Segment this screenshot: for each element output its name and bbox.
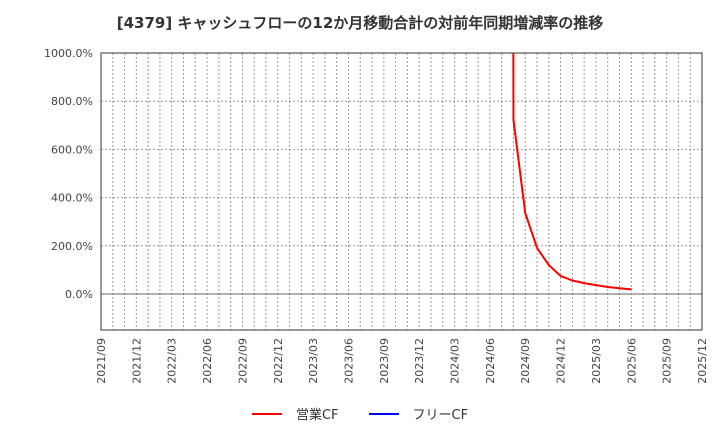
legend-item-operating-cf: 営業CF	[251, 404, 339, 423]
x-tick-label: 2022/06	[201, 338, 214, 384]
x-tick-label: 2024/09	[519, 338, 532, 384]
y-tick-label: 800.0%	[51, 95, 93, 108]
y-tick-label: 1000.0%	[44, 47, 93, 60]
legend: 営業CF フリーCF	[0, 404, 720, 423]
x-tick-label: 2023/09	[378, 338, 391, 384]
x-tick-label: 2025/09	[661, 338, 674, 384]
x-tick-label: 2023/06	[342, 338, 355, 384]
x-tick-label: 2025/06	[625, 338, 638, 384]
x-tick-label: 2025/12	[696, 338, 709, 384]
y-tick-label: 0.0%	[65, 288, 93, 301]
legend-label: フリーCF	[412, 408, 469, 423]
x-tick-label: 2021/09	[95, 338, 108, 384]
series-line	[512, 53, 632, 291]
legend-label: 営業CF	[295, 408, 339, 423]
x-tick-label: 2024/06	[484, 338, 497, 384]
x-tick-label: 2022/12	[272, 338, 285, 384]
x-axis: 2021/09 2021/12 2022/03 2022/06 2022/09 2022/…	[95, 338, 709, 384]
x-tick-label: 2025/03	[590, 338, 603, 384]
legend-swatch-blue	[368, 412, 399, 415]
y-axis: 0.0% 200.0% 400.0% 600.0% 800.0% 1000.0%	[44, 47, 93, 301]
x-tick-label: 2021/12	[130, 338, 143, 384]
y-tick-label: 600.0%	[51, 143, 93, 156]
grid-lines	[101, 53, 702, 330]
y-tick-label: 400.0%	[51, 192, 93, 205]
x-tick-label: 2022/03	[166, 338, 179, 384]
chart-title: [4379] キャッシュフローの12か月移動合計の対前年同期増減率の推移	[116, 14, 604, 32]
series-lines	[512, 53, 632, 291]
x-tick-label: 2023/12	[413, 338, 426, 384]
y-tick-label: 200.0%	[51, 240, 93, 253]
plot-frame	[100, 52, 703, 331]
x-tick-label: 2022/09	[236, 338, 249, 384]
legend-item-free-cf: フリーCF	[368, 404, 469, 423]
x-tick-label: 2023/03	[307, 338, 320, 384]
x-tick-label: 2024/03	[449, 338, 462, 384]
x-tick-label: 2024/12	[555, 338, 568, 384]
legend-swatch-red	[251, 412, 282, 415]
